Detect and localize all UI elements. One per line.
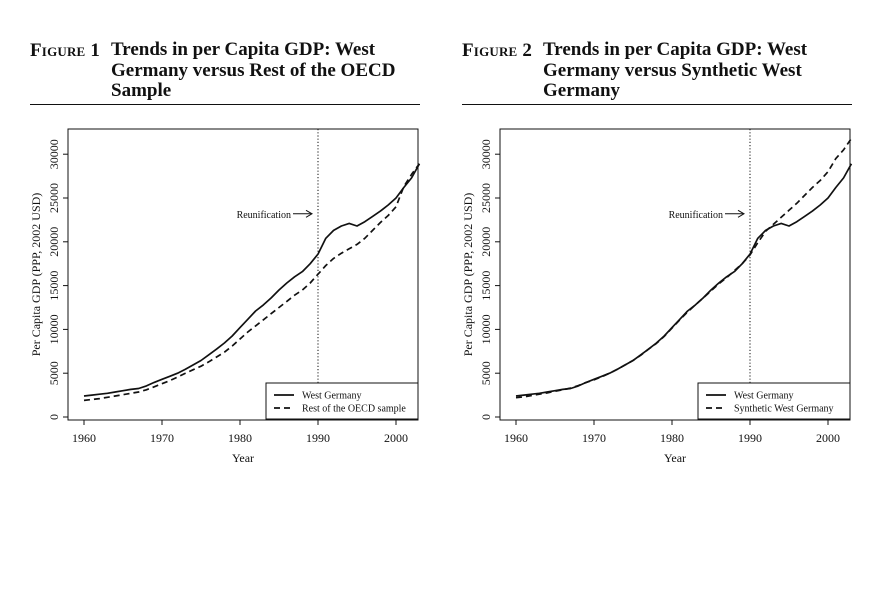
- chart2-y-tick-label: 5000: [479, 361, 493, 385]
- chart1-legend-label: West Germany: [302, 391, 361, 402]
- figure-1-title: Trends in per Capita GDP: West Germany v…: [111, 39, 396, 101]
- chart2-y-tick-label: 0: [479, 414, 493, 420]
- figure-2-title: Trends in per Capita GDP: West Germany v…: [543, 39, 808, 101]
- chart2-y-tick-label: 25000: [479, 183, 493, 213]
- chart1-x-tick-label: 1960: [72, 431, 96, 445]
- chart1-y-tick-label: 10000: [47, 314, 61, 344]
- chart1-x-tick-label: 2000: [384, 431, 408, 445]
- chart2-plot-frame: [499, 128, 851, 421]
- chart2-annotation-arrow-head: [737, 209, 745, 218]
- figure-1-prefix: Figure: [30, 40, 86, 61]
- chart2-x-tick-label: 1990: [738, 431, 762, 445]
- figure-1-rule: [30, 104, 420, 105]
- chart2-y-tick-label: 15000: [479, 271, 493, 301]
- chart1-x-tick-label: 1990: [306, 431, 330, 445]
- chart1-annotation-arrow-head: [305, 209, 313, 218]
- chart2-x-axis-label: Year: [664, 451, 686, 465]
- chart2-annotation: Reunification: [669, 210, 723, 221]
- chart2-legend-box: [697, 382, 851, 420]
- figure-2-prefix: Figure: [462, 40, 518, 61]
- chart2-y-tick-label: 30000: [479, 139, 493, 169]
- chart1-x-tick-label: 1980: [228, 431, 252, 445]
- chart2-x-tick-label: 1960: [504, 431, 528, 445]
- chart1-x-axis-label: Year: [232, 451, 254, 465]
- chart2-x-tick-label: 1980: [660, 431, 684, 445]
- chart2-y-tick-label: 20000: [479, 227, 493, 257]
- chart1-y-tick-label: 20000: [47, 227, 61, 257]
- figure-1-number: Figure 1: [30, 40, 100, 62]
- chart2-x-tick-label: 1970: [582, 431, 606, 445]
- chart2-legend-label: Synthetic West Germany: [734, 404, 834, 415]
- chart1-annotation: Reunification: [237, 210, 291, 221]
- chart1-legend-label: Rest of the OECD sample: [302, 404, 406, 415]
- figure-1-num: 1: [90, 40, 101, 61]
- chart1-series-comparison-line: [83, 163, 421, 402]
- chart1-series-west-germany-line: [83, 163, 421, 397]
- chart1-y-tick-label: 0: [47, 414, 61, 420]
- figure-2-num: 2: [522, 40, 533, 61]
- figure-2-rule: [462, 104, 852, 105]
- chart1-y-axis-label: Per Capita GDP (PPP, 2002 USD): [29, 193, 43, 357]
- figure-2-chart: 1960 1970 1980 1990 2000 Year 0 5000 10000 15000 2…: [461, 128, 853, 465]
- chart1-y-tick-label: 25000: [47, 183, 61, 213]
- figure-2-number: Figure 2: [462, 40, 532, 62]
- chart2-series-west-germany-line: [515, 163, 853, 397]
- chart1-plot-frame: [67, 128, 419, 421]
- chart1-legend-box: [265, 382, 419, 420]
- chart1-x-tick-label: 1970: [150, 431, 174, 445]
- chart2-legend-label: West Germany: [734, 391, 793, 402]
- chart2-y-tick-label: 10000: [479, 314, 493, 344]
- chart1-y-tick-label: 15000: [47, 271, 61, 301]
- figure-1-chart: 1960 1970 1980 1990 2000 Year 0 5000 10000 15000 2…: [29, 128, 421, 465]
- chart2-series-comparison-line: [515, 137, 853, 399]
- chart2-y-axis-label: Per Capita GDP (PPP, 2002 USD): [461, 193, 475, 357]
- chart1-y-tick-label: 5000: [47, 361, 61, 385]
- chart2-x-tick-label: 2000: [816, 431, 840, 445]
- chart1-y-tick-label: 30000: [47, 139, 61, 169]
